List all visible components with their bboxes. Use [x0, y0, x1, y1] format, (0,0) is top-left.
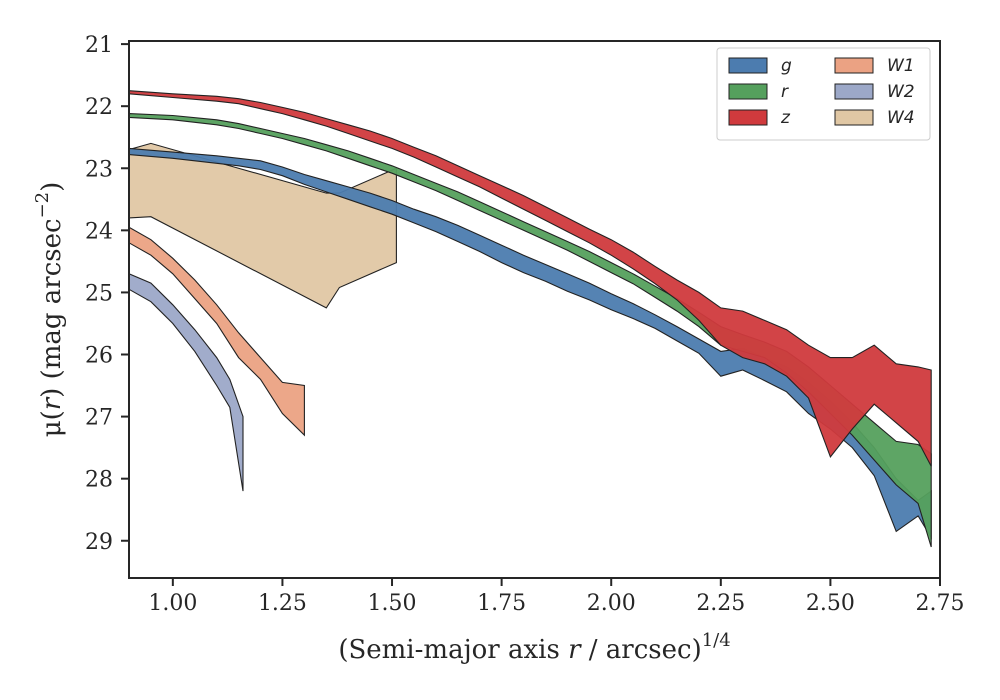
- legend-label-g: g: [781, 56, 792, 76]
- y-axis-label-post: ) (mag arcsec: [37, 218, 67, 397]
- band-z: [129, 90, 932, 467]
- y-axis-label: μ(r) (mag arcsec−2): [32, 182, 67, 438]
- plot-frame: [128, 40, 941, 579]
- series-layer: [129, 90, 932, 548]
- y-tick-label: 24: [85, 219, 113, 244]
- x-tick-label: 1.75: [477, 591, 526, 616]
- legend-box: [716, 47, 931, 141]
- x-axis-label-pre: (Semi-major axis: [338, 635, 568, 665]
- x-tick-label: 2.75: [916, 591, 965, 616]
- legend-swatch-W4: [834, 109, 874, 126]
- legend-swatch-W2: [834, 83, 874, 100]
- legend-label-r: r: [781, 82, 789, 102]
- y-tick-label: 21: [85, 33, 113, 58]
- band-r: [129, 113, 932, 548]
- y-tick-label: 29: [85, 530, 113, 555]
- y-tick-label: 22: [85, 95, 113, 120]
- x-tick-label: 2.25: [696, 591, 745, 616]
- legend-swatch-r: [728, 83, 768, 100]
- x-axis-label: (Semi-major axis r / arcsec)1/4: [338, 630, 730, 665]
- y-tick-label: 28: [85, 468, 113, 493]
- x-axis-ticks: 1.00 1.25 1.50 1.75 2.00 2.25 2.50 2.75: [148, 578, 964, 616]
- x-tick-label: 1.50: [368, 591, 417, 616]
- legend-label-W4: W4: [887, 108, 915, 128]
- y-tick-label: 27: [85, 406, 113, 431]
- legend-swatch-z: [728, 109, 768, 126]
- y-axis-label-sup: −2: [32, 192, 53, 219]
- y-axis-label-end: ): [37, 182, 67, 192]
- y-axis-ticks: 21 22 23 24 25 26 27 28 29: [85, 33, 129, 555]
- x-axis-label-sup: 1/4: [702, 630, 731, 651]
- legend-swatch-g: [728, 57, 768, 74]
- y-axis-label-var: r: [37, 396, 67, 410]
- x-tick-label: 2.50: [806, 591, 855, 616]
- x-axis-label-post: / arcsec): [581, 635, 702, 665]
- band-W1: [129, 226, 305, 437]
- band-W2: [129, 273, 244, 492]
- band-W4: [129, 142, 397, 309]
- x-tick-label: 1.25: [258, 591, 307, 616]
- x-axis-label-var: r: [568, 635, 582, 665]
- legend-label-W2: W2: [887, 82, 915, 102]
- y-tick-label: 26: [85, 344, 113, 369]
- legend: grz W1 W2 W4: [716, 47, 931, 141]
- legend-label-z: z: [780, 108, 791, 128]
- y-tick-label: 25: [85, 281, 113, 306]
- x-tick-label: 1.00: [148, 591, 197, 616]
- legend-swatch-W1: [834, 57, 874, 74]
- y-axis-label-pre: μ(: [37, 410, 67, 437]
- x-tick-label: 2.00: [587, 591, 636, 616]
- legend-label-W1: W1: [887, 56, 915, 76]
- y-tick-label: 23: [85, 157, 113, 182]
